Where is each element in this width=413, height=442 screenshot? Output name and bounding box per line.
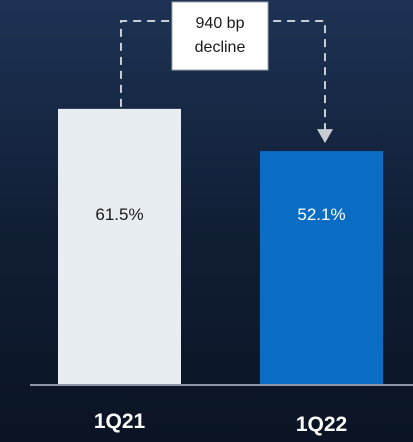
bar-1q22 xyxy=(260,151,383,385)
category-label-1q21: 1Q21 xyxy=(94,410,146,433)
category-label-1q22: 1Q22 xyxy=(296,413,347,436)
decline-callout: 940 bp decline xyxy=(171,1,269,71)
callout-box xyxy=(171,1,269,71)
value-label-1q21: 61.5% xyxy=(95,205,143,224)
value-label-1q22: 52.1% xyxy=(297,205,345,224)
bar-1q21 xyxy=(58,108,181,386)
callout-line-2: decline xyxy=(195,39,246,56)
decline-arrowhead xyxy=(317,129,333,144)
callout-line-1: 940 bp xyxy=(196,15,245,32)
